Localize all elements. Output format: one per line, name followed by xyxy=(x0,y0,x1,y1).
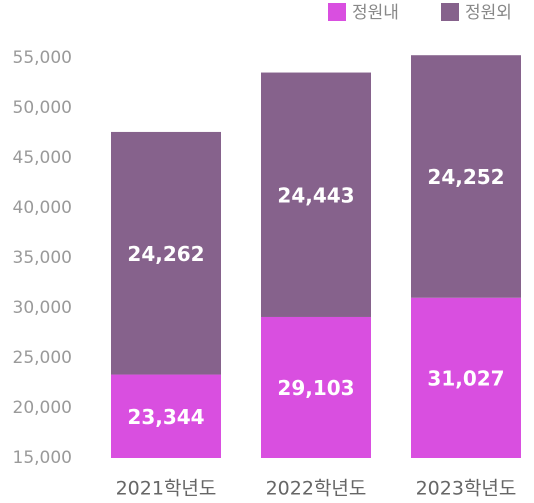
data-label: 24,252 xyxy=(427,165,504,189)
y-tick-label: 50,000 xyxy=(13,98,72,118)
bar-segment xyxy=(411,55,521,298)
y-tick-label: 45,000 xyxy=(13,148,72,168)
legend-swatch xyxy=(441,3,459,21)
data-label: 31,027 xyxy=(427,366,504,390)
x-tick-label: 2023학년도 xyxy=(416,478,517,500)
y-tick-label: 55,000 xyxy=(13,48,72,68)
bar-segment xyxy=(111,374,221,458)
bar-segment xyxy=(111,131,221,375)
data-label: 23,344 xyxy=(127,405,204,429)
y-tick-label: 35,000 xyxy=(13,248,72,268)
bar-segment xyxy=(261,72,371,317)
bar-segment xyxy=(261,316,371,458)
legend-label: 정원내 xyxy=(352,3,399,23)
legend-label: 정원외 xyxy=(465,3,512,23)
y-tick-label: 40,000 xyxy=(13,198,72,218)
bar-segment xyxy=(411,297,521,458)
data-label: 24,443 xyxy=(277,183,354,207)
data-label: 29,103 xyxy=(277,376,354,400)
x-tick-label: 2022학년도 xyxy=(266,478,367,500)
data-label: 24,262 xyxy=(127,242,204,266)
x-tick-label: 2021학년도 xyxy=(116,478,217,500)
y-tick-label: 25,000 xyxy=(13,348,72,368)
y-tick-label: 20,000 xyxy=(13,398,72,418)
legend-swatch xyxy=(328,3,346,21)
y-tick-label: 30,000 xyxy=(13,298,72,318)
y-tick-label: 15,000 xyxy=(13,448,72,468)
